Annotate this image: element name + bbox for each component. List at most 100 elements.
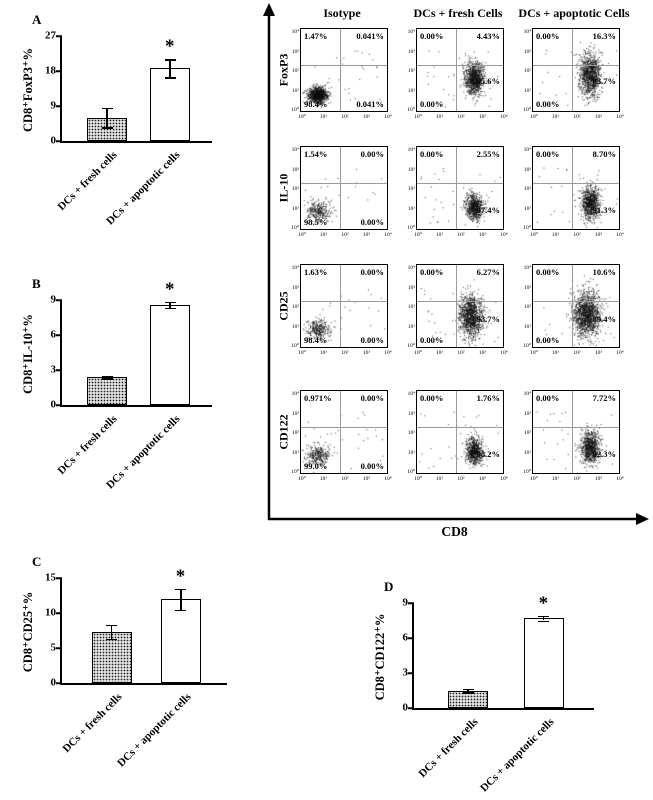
scatter-dots-canvas: [417, 147, 503, 229]
quadrant-line-vertical: [339, 147, 341, 229]
flow-y-tick-label: 10¹: [523, 323, 531, 330]
flow-x-tick-label: 10³: [594, 232, 603, 238]
quadrant-percentage-ur: 2.55%: [476, 149, 500, 159]
flow-plot-cd25-col0: 1.63% 0.00% 98.4% 0.00% 10⁰ 10⁰ 10¹ 10¹ 10² 10² 10…: [291, 264, 392, 356]
y-tick-label: 18: [45, 64, 56, 77]
flow-y-tick-label: 10⁴: [523, 147, 531, 153]
flow-y-tick-label: 10⁰: [291, 225, 299, 231]
y-tick-mark: [56, 682, 62, 684]
flow-x-tick-label: 10⁰: [298, 350, 306, 356]
scatter-dots-canvas: [533, 29, 619, 111]
quadrant-percentage-lr: 97.4%: [476, 204, 500, 215]
scatter-dots-canvas: [301, 265, 387, 347]
quadrant-percentage-lr: 98.2%: [476, 448, 500, 459]
bar-fresh-cells: [87, 377, 127, 405]
y-tick-label: 15: [45, 571, 56, 584]
quadrant-line-horizontal: [417, 427, 503, 429]
flow-x-tick-label: 10³: [594, 350, 603, 356]
error-bar-cap: [175, 588, 187, 590]
quadrant-percentage-lr: 92.3%: [592, 448, 616, 459]
y-tick-mark: [56, 140, 62, 142]
quadrant-percentage-lr: 89.4%: [592, 313, 616, 324]
error-bar: [467, 688, 469, 693]
y-tick-mark: [56, 299, 62, 301]
quadrant-percentage-ur: 16.3%: [592, 31, 616, 41]
flow-y-tick-label: 10³: [523, 166, 531, 173]
panel-b-bar-chart: B CD8⁺IL-10⁺% 0 3 6 9 DCs + fresh cells * DCs …: [6, 272, 256, 517]
y-tick-label: 6: [50, 328, 57, 341]
quadrant-line-vertical: [571, 29, 573, 111]
flow-y-tick-label: 10¹: [523, 87, 531, 94]
column-header-apoptotic: DCs + apoptotic Cells: [518, 6, 630, 20]
error-bar: [542, 615, 545, 621]
y-tick-label: 27: [45, 29, 56, 42]
y-tick-label: 6: [402, 631, 409, 644]
quadrant-line-vertical: [339, 29, 341, 111]
flow-x-tick-label: 10³: [478, 114, 487, 120]
flow-x-tick-label: 10⁴: [384, 232, 392, 238]
y-tick-mark: [408, 602, 414, 604]
error-bar-cap: [175, 609, 187, 611]
flow-x-tick-label: 10⁰: [530, 476, 538, 482]
y-tick-mark: [56, 70, 62, 72]
flow-x-tick-label: 10¹: [435, 476, 444, 482]
scatter-dots-canvas: [301, 29, 387, 111]
quadrant-line-horizontal: [533, 301, 619, 303]
flow-x-tick-label: 10³: [478, 350, 487, 356]
significance-star: *: [165, 278, 175, 300]
flow-x-axis-arrowhead: [636, 513, 649, 525]
y-tick-mark: [56, 35, 62, 37]
flow-y-tick-label: 10⁴: [523, 29, 531, 35]
flow-y-tick-label: 10³: [291, 284, 299, 291]
flow-y-tick-label: 10³: [291, 166, 299, 173]
flow-y-tick-label: 10²: [523, 186, 531, 192]
significance-star: *: [175, 565, 186, 587]
quadrant-percentage-ll: 98.4%: [304, 334, 328, 345]
flow-y-tick-label: 10³: [407, 166, 415, 173]
flow-y-tick-label: 10¹: [523, 205, 531, 212]
quadrant-line-vertical: [339, 265, 341, 347]
error-bar: [180, 588, 182, 610]
bar-plot-area-b: 0 3 6 9 DCs + fresh cells * DCs + apoptotic ce…: [51, 280, 212, 491]
flow-y-tick-label: 10¹: [291, 323, 299, 330]
quadrant-line-horizontal: [417, 183, 503, 185]
flow-x-tick-label: 10³: [594, 476, 603, 482]
flow-y-tick-label: 10⁴: [291, 391, 299, 397]
flow-x-tick-label: 10⁴: [384, 476, 392, 482]
flow-y-tick-label: 10²: [291, 68, 299, 74]
flow-y-tick-label: 10⁴: [291, 147, 299, 153]
bar-apoptotic-cells: [150, 304, 190, 405]
error-bar-cap: [106, 624, 117, 627]
flow-plot-foxp3-col1: 0.00% 4.43% 0.00% 95.6% 10⁰ 10⁰ 10¹ 10¹ 10² 10² 10…: [407, 28, 508, 120]
flow-x-tick-label: 10⁴: [500, 232, 508, 238]
flow-y-tick-label: 10⁴: [291, 265, 299, 271]
quadrant-percentage-lr: 95.6%: [476, 75, 500, 86]
y-tick-mark: [408, 707, 414, 709]
quadrant-percentage-ll: 99.0%: [304, 460, 328, 471]
flow-y-tick-label: 10⁴: [407, 391, 415, 397]
flow-x-tick-label: 10¹: [319, 350, 328, 356]
flow-x-tick-label: 10³: [362, 114, 371, 120]
flow-y-tick-label: 10²: [407, 430, 415, 436]
error-bar: [169, 59, 171, 78]
flow-plot-cd122-col1: 0.00% 1.76% 98.2% 10⁰ 10⁰ 10¹ 10¹ 10² 10² 10³ 10³ 1…: [407, 390, 508, 482]
flow-y-tick-label: 10⁰: [291, 107, 299, 113]
scatter-dots-canvas: [533, 391, 619, 473]
flow-grid: 1.47% 0.041% 98.4% 0.041% 10⁰ 10⁰ 10¹ 10¹ 10² 10²…: [256, 0, 653, 548]
quadrant-line-horizontal: [533, 65, 619, 67]
flow-x-tick-label: 10⁰: [414, 350, 422, 356]
quadrant-percentage-ll: 0.00%: [536, 98, 560, 109]
quadrant-line-horizontal: [533, 427, 619, 429]
flow-y-tick-label: 10⁰: [291, 469, 299, 475]
bar-plot-area-a: 0 9 18 27 DCs + fresh cells * DCs + apoptotic …: [45, 30, 212, 227]
error-bar-cap: [106, 638, 117, 641]
flow-y-tick-label: 10⁰: [407, 225, 415, 231]
flow-plot-il10-col0: 1.54% 0.00% 98.5% 0.00% 10⁰ 10⁰ 10¹ 10¹ 10² 10² 10…: [291, 146, 392, 238]
y-tick-label: 10: [45, 606, 56, 619]
quadrant-line-vertical: [571, 391, 573, 473]
quadrant-percentage-ur: 1.76%: [476, 393, 500, 403]
flow-x-tick-label: 10¹: [551, 350, 560, 356]
flow-y-tick-label: 10⁴: [523, 391, 531, 397]
y-tick-mark: [56, 647, 62, 649]
